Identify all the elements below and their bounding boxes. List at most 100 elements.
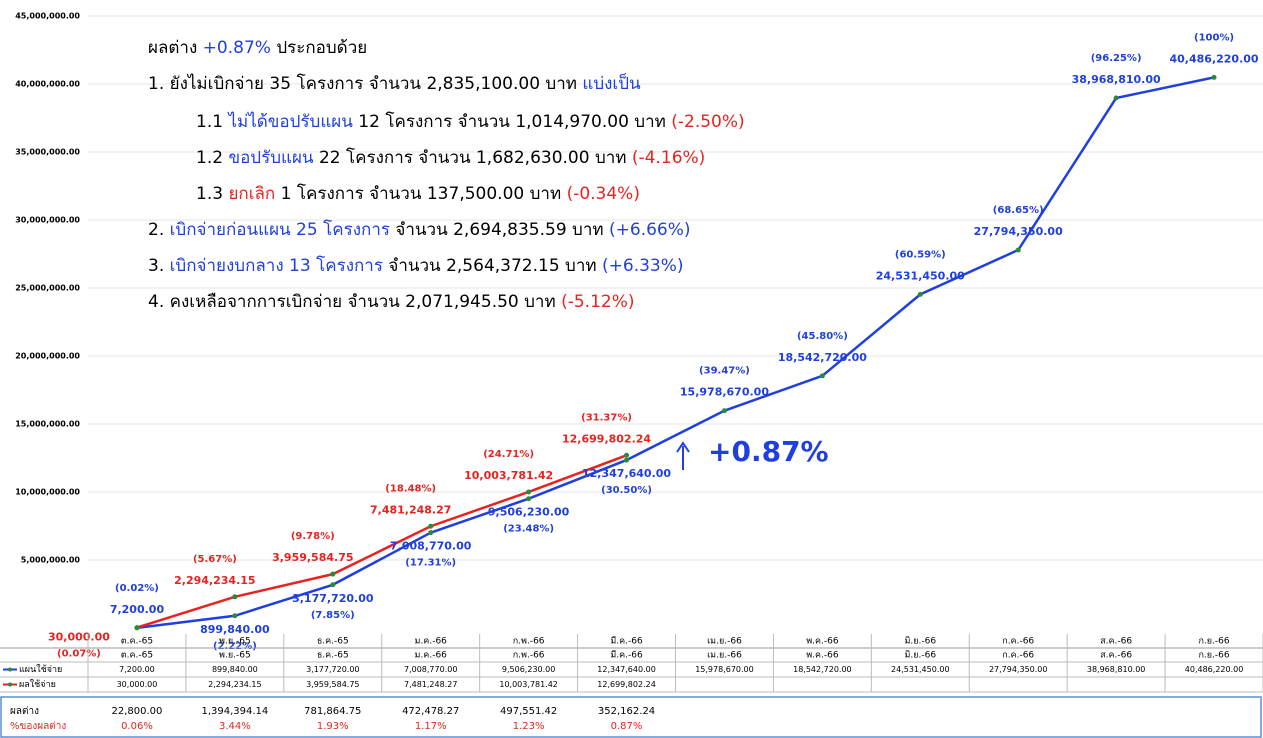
y-tick-label: 45,000,000.00 xyxy=(15,12,80,21)
legend-marker xyxy=(8,682,12,687)
point xyxy=(232,613,238,619)
table-cell: 3,959,584.75 xyxy=(306,680,359,689)
percent-label: (96.25%) xyxy=(1091,53,1142,64)
value-label: 7,008,770.00 xyxy=(390,540,472,553)
note-segment: (-5.12%) xyxy=(561,292,634,312)
table-cell: 24,531,450.00 xyxy=(891,665,950,674)
point xyxy=(917,291,923,297)
diff-cell: 1.17% xyxy=(415,721,447,732)
x-tick-label: เม.ย.-66 xyxy=(707,637,742,647)
table-header: ก.ย.-66 xyxy=(1198,651,1229,661)
note-segment: ผลต่าง xyxy=(148,38,203,58)
value-label: 15,978,670.00 xyxy=(680,386,769,399)
point xyxy=(819,373,825,379)
table-cell: 7,200.00 xyxy=(119,665,155,674)
note-segment: 1.1 xyxy=(196,112,228,132)
percent-label: (0.02%) xyxy=(115,583,159,594)
note-segment: (+6.33%) xyxy=(602,256,684,276)
diff-box xyxy=(0,696,1262,738)
table-header: ก.พ.-66 xyxy=(513,651,545,661)
table-header: มิ.ย.-66 xyxy=(904,650,936,661)
table-cell: 7,481,248.27 xyxy=(404,680,457,689)
note-line: 1.1 ไม่ได้ขอปรับแผน 12 โครงการ จำนวน 1,0… xyxy=(196,111,745,132)
value-label: 2,294,234.15 xyxy=(174,574,255,587)
percent-label: (18.48%) xyxy=(385,483,436,494)
diff-cell: 1,394,394.14 xyxy=(201,706,268,717)
value-label: 12,347,640.00 xyxy=(582,467,671,480)
x-tick-label: พ.ย.-65 xyxy=(219,637,251,647)
table-cell: 2,294,234.15 xyxy=(208,680,261,689)
note-segment: 4. คงเหลือจากการเบิกจ่าย จำนวน 2,071,945… xyxy=(148,292,561,312)
table-header: พ.ค.-66 xyxy=(806,651,839,661)
value-label: 3,959,584.75 xyxy=(272,551,353,564)
percent-label: (2.22%) xyxy=(213,641,257,652)
value-label: 10,003,781.42 xyxy=(464,469,553,482)
percent-label: (60.59%) xyxy=(895,249,946,260)
note-segment: 12 โครงการ จำนวน 1,014,970.00 บาท xyxy=(353,111,671,132)
x-tick-label: ก.ย.-66 xyxy=(1198,637,1229,647)
table-header: พ.ย.-65 xyxy=(219,651,251,661)
table-header: เม.ย.-66 xyxy=(707,651,742,661)
point xyxy=(526,496,532,502)
table-cell: 9,506,230.00 xyxy=(502,665,555,674)
table-cell: 7,008,770.00 xyxy=(404,665,457,674)
note-line: 1.2 ขอปรับแผน 22 โครงการ จำนวน 1,682,630… xyxy=(196,147,705,168)
value-label: 3,177,720.00 xyxy=(292,592,374,605)
series-line xyxy=(136,76,1215,630)
point xyxy=(330,582,336,588)
x-tick-label: ธ.ค.-65 xyxy=(317,637,349,647)
point xyxy=(526,489,532,495)
y-tick-label: 30,000,000.00 xyxy=(15,216,80,225)
x-tick-label: ก.พ.-66 xyxy=(513,637,545,647)
value-label: 12,699,802.24 xyxy=(562,432,651,445)
diff-cell: 352,162.24 xyxy=(598,706,655,717)
value-label: 18,542,720.00 xyxy=(778,351,867,364)
percent-label: (0.07%) xyxy=(57,649,101,660)
note-segment: เบิกจ่ายก่อนแผน 25 โครงการ xyxy=(170,219,390,240)
point xyxy=(232,594,238,600)
note-segment: แบ่งเป็น xyxy=(582,72,641,94)
percent-label: (24.71%) xyxy=(483,449,534,460)
note-segment: 22 โครงการ จำนวน 1,682,630.00 บาท xyxy=(314,147,632,168)
point xyxy=(624,457,630,463)
note-segment: 1 โครงการ จำนวน 137,500.00 บาท xyxy=(275,183,566,204)
diff-label: ผลต่าง xyxy=(10,706,39,717)
table-header: ส.ค.-66 xyxy=(1100,651,1132,661)
table-cell: 18,542,720.00 xyxy=(793,665,852,674)
diff-cell: 1.23% xyxy=(513,721,545,732)
point xyxy=(428,530,434,536)
x-tick-label: มิ.ย.-66 xyxy=(904,636,936,647)
diff-cell: 781,864.75 xyxy=(304,706,361,717)
y-tick-label: 20,000,000.00 xyxy=(15,352,80,361)
note-segment: จำนวน 2,694,835.59 บาท xyxy=(390,220,609,240)
note-segment: จำนวน 2,564,372.15 บาท xyxy=(383,256,602,276)
legend-marker xyxy=(8,667,12,672)
value-label: 7,200.00 xyxy=(110,603,165,616)
y-tick-label: 5,000,000.00 xyxy=(21,556,81,565)
legend-label: แผนใช้จ่าย xyxy=(19,664,62,675)
y-tick-label: 40,000,000.00 xyxy=(15,80,80,89)
series-line xyxy=(136,454,627,629)
percent-label: (45.80%) xyxy=(797,331,848,342)
point xyxy=(624,452,630,458)
table-cell: 899,840.00 xyxy=(212,665,258,674)
y-tick-label: 15,000,000.00 xyxy=(15,420,80,429)
table-cell: 12,699,802.24 xyxy=(597,680,656,689)
table-cell: 38,968,810.00 xyxy=(1087,665,1146,674)
point xyxy=(330,571,336,577)
table-cell: 10,003,781.42 xyxy=(499,680,558,689)
table-header: ต.ค.-65 xyxy=(121,651,153,661)
percent-label: (5.67%) xyxy=(193,554,237,565)
table-header: ก.ค.-66 xyxy=(1002,651,1034,661)
table-header: ม.ค.-66 xyxy=(415,651,448,661)
table-cell: 30,000.00 xyxy=(117,680,158,689)
note-segment: ประกอบด้วย xyxy=(271,38,367,58)
y-tick-label: 25,000,000.00 xyxy=(15,284,80,293)
value-label: 24,531,450.00 xyxy=(876,269,965,282)
note-line: 2. เบิกจ่ายก่อนแผน 25 โครงการ จำนวน 2,69… xyxy=(148,219,691,240)
diff-cell: 0.87% xyxy=(611,721,643,732)
table-header: มี.ค.-66 xyxy=(610,650,643,661)
point xyxy=(721,408,727,414)
percent-label: (100%) xyxy=(1194,32,1234,43)
value-label: 7,481,248.27 xyxy=(370,503,451,516)
